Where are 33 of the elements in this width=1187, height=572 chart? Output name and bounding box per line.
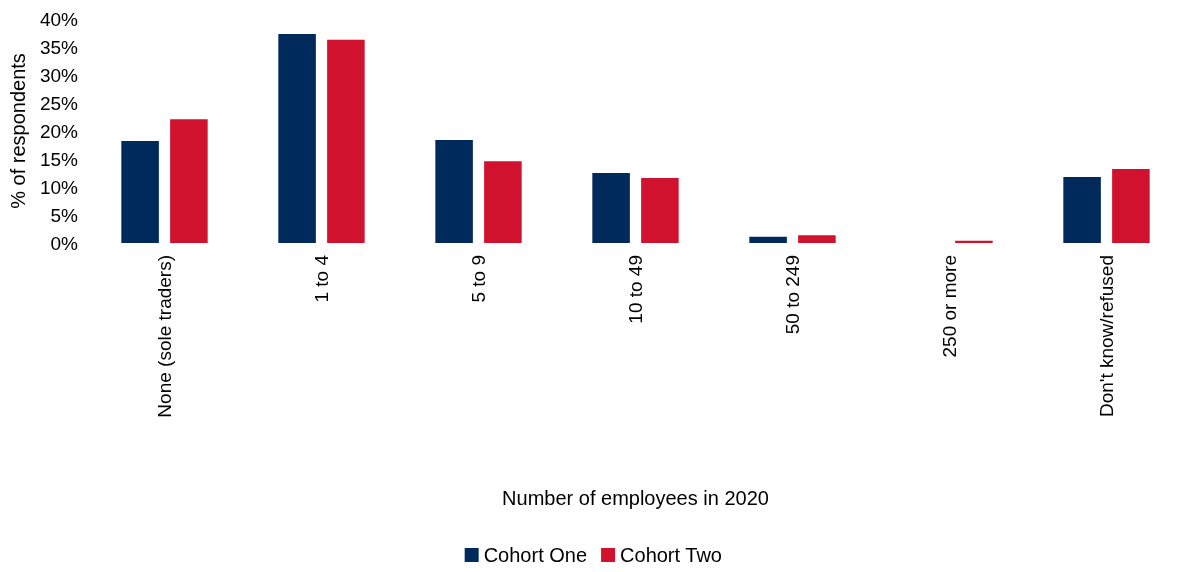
bar <box>1112 169 1150 243</box>
x-tick-label: 10 to 49 <box>625 255 646 324</box>
bar <box>955 240 993 243</box>
bar <box>121 141 159 243</box>
y-tick-label: 15% <box>39 148 79 170</box>
bar <box>278 34 316 243</box>
bar <box>170 119 208 243</box>
y-tick-label: 20% <box>39 120 79 142</box>
x-tick-label: 5 to 9 <box>468 255 489 303</box>
y-tick-label: 10% <box>39 176 79 198</box>
y-tick-label: 30% <box>39 64 79 86</box>
x-tick-label: 50 to 249 <box>782 255 803 335</box>
y-tick-label: 5% <box>50 204 79 226</box>
bar <box>749 236 787 243</box>
y-tick-label: 25% <box>39 92 79 114</box>
x-tick-label: None (sole traders) <box>154 255 175 418</box>
y-tick-label: 0% <box>50 232 79 254</box>
y-axis-title: % of respondents <box>7 53 29 209</box>
legend-label: Cohort One <box>483 544 588 566</box>
bar <box>484 161 522 243</box>
bar <box>641 178 679 243</box>
x-tick-label: 250 or more <box>939 255 960 358</box>
bar <box>1063 176 1101 243</box>
bar <box>327 39 365 243</box>
y-tick-label: 40% <box>39 8 79 30</box>
x-tick-label: Don't know/refused <box>1096 255 1117 418</box>
x-tick-label: 1 to 4 <box>311 254 332 303</box>
bar <box>798 235 836 243</box>
y-tick-label: 35% <box>39 36 79 58</box>
bar <box>435 139 473 243</box>
x-axis-title: Number of employees in 2020 <box>502 487 769 509</box>
legend-label: Cohort Two <box>620 544 722 566</box>
bar <box>592 173 630 243</box>
